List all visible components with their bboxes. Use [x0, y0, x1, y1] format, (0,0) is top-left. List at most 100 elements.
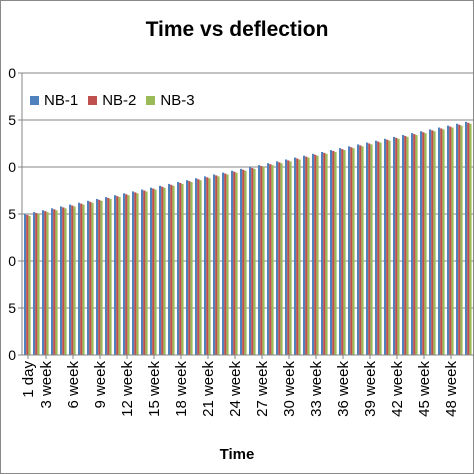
bar [316, 155, 319, 355]
x-tick-label: 30 week [281, 361, 298, 417]
bar [71, 205, 74, 355]
bar [224, 173, 227, 355]
bar [442, 129, 445, 355]
bar [168, 183, 171, 355]
bar [330, 150, 333, 355]
bar [132, 191, 135, 355]
bar [267, 163, 270, 355]
bar [33, 212, 36, 355]
bar [53, 209, 56, 355]
x-tick-label: 24 week [227, 361, 244, 417]
bar [296, 158, 299, 355]
x-tick-label: 18 week [173, 361, 190, 417]
bar [379, 142, 382, 355]
bar [244, 170, 247, 355]
bar [397, 138, 400, 355]
bar [107, 198, 110, 355]
bar [46, 212, 49, 355]
bar [80, 203, 83, 355]
bar [152, 188, 155, 355]
x-tick-label: 48 week [443, 361, 460, 417]
y-tick-label: 0 [8, 253, 16, 269]
bar [456, 123, 459, 355]
bar [449, 126, 452, 355]
x-tick-label: 21 week [200, 361, 217, 417]
bar [199, 180, 202, 355]
bar [109, 198, 112, 355]
bar [181, 183, 184, 355]
bar [395, 137, 398, 355]
bar [242, 169, 245, 355]
bar [406, 136, 409, 355]
bar [404, 135, 407, 355]
x-tick-label: 9 week [92, 361, 109, 409]
bar [35, 213, 38, 355]
bar [370, 144, 373, 355]
bar [170, 184, 173, 355]
bar [64, 208, 67, 355]
bar [141, 189, 144, 355]
x-tick-label: 45 week [416, 361, 433, 417]
bar [312, 153, 315, 355]
bar [393, 136, 396, 355]
bar [60, 206, 63, 355]
bar [357, 144, 360, 355]
bar [460, 125, 463, 355]
bar [118, 197, 121, 355]
bar [150, 187, 153, 355]
bar [100, 200, 103, 355]
bar [134, 192, 137, 355]
bar [415, 135, 418, 355]
legend-swatch [88, 95, 98, 105]
bar [359, 145, 362, 355]
bar [188, 181, 191, 355]
bar [368, 143, 371, 355]
bar [305, 156, 308, 355]
bar [348, 146, 351, 355]
bar [127, 195, 130, 355]
bar [361, 146, 364, 355]
bar [82, 204, 85, 355]
bar [278, 162, 281, 355]
bar [42, 210, 45, 355]
bar [366, 142, 369, 355]
bar [294, 157, 297, 355]
bar [24, 214, 27, 355]
chart-title: Time vs deflection [145, 18, 329, 41]
bar [253, 168, 256, 355]
bar [285, 159, 288, 355]
bar [384, 138, 387, 355]
bar [424, 133, 427, 355]
bar [233, 171, 236, 355]
bar [332, 151, 335, 355]
x-tick-label: 12 week [119, 361, 136, 417]
bar [91, 202, 94, 355]
x-tick-label: 15 week [146, 361, 163, 417]
y-tick-label: 0 [8, 65, 16, 81]
bar [208, 178, 211, 355]
bar [251, 167, 254, 355]
bar [87, 200, 90, 355]
bar [287, 160, 290, 355]
bar [431, 130, 434, 355]
bar [154, 189, 157, 355]
bar [269, 164, 272, 355]
bar [204, 176, 207, 355]
bar [447, 125, 450, 355]
y-tick-label: 5 [8, 206, 16, 222]
bar [433, 131, 436, 355]
bar [206, 177, 209, 355]
bar [179, 182, 182, 355]
bar [235, 172, 238, 355]
bar [458, 124, 461, 355]
bar [125, 194, 128, 355]
bar [195, 178, 198, 355]
bar [37, 214, 40, 355]
x-tick-label: 39 week [362, 361, 379, 417]
bar [422, 132, 425, 355]
bar [352, 148, 355, 355]
y-tick-label: 5 [8, 300, 16, 316]
legend-label: NB-1 [44, 91, 79, 109]
x-tick-label: 1 day [20, 361, 37, 398]
